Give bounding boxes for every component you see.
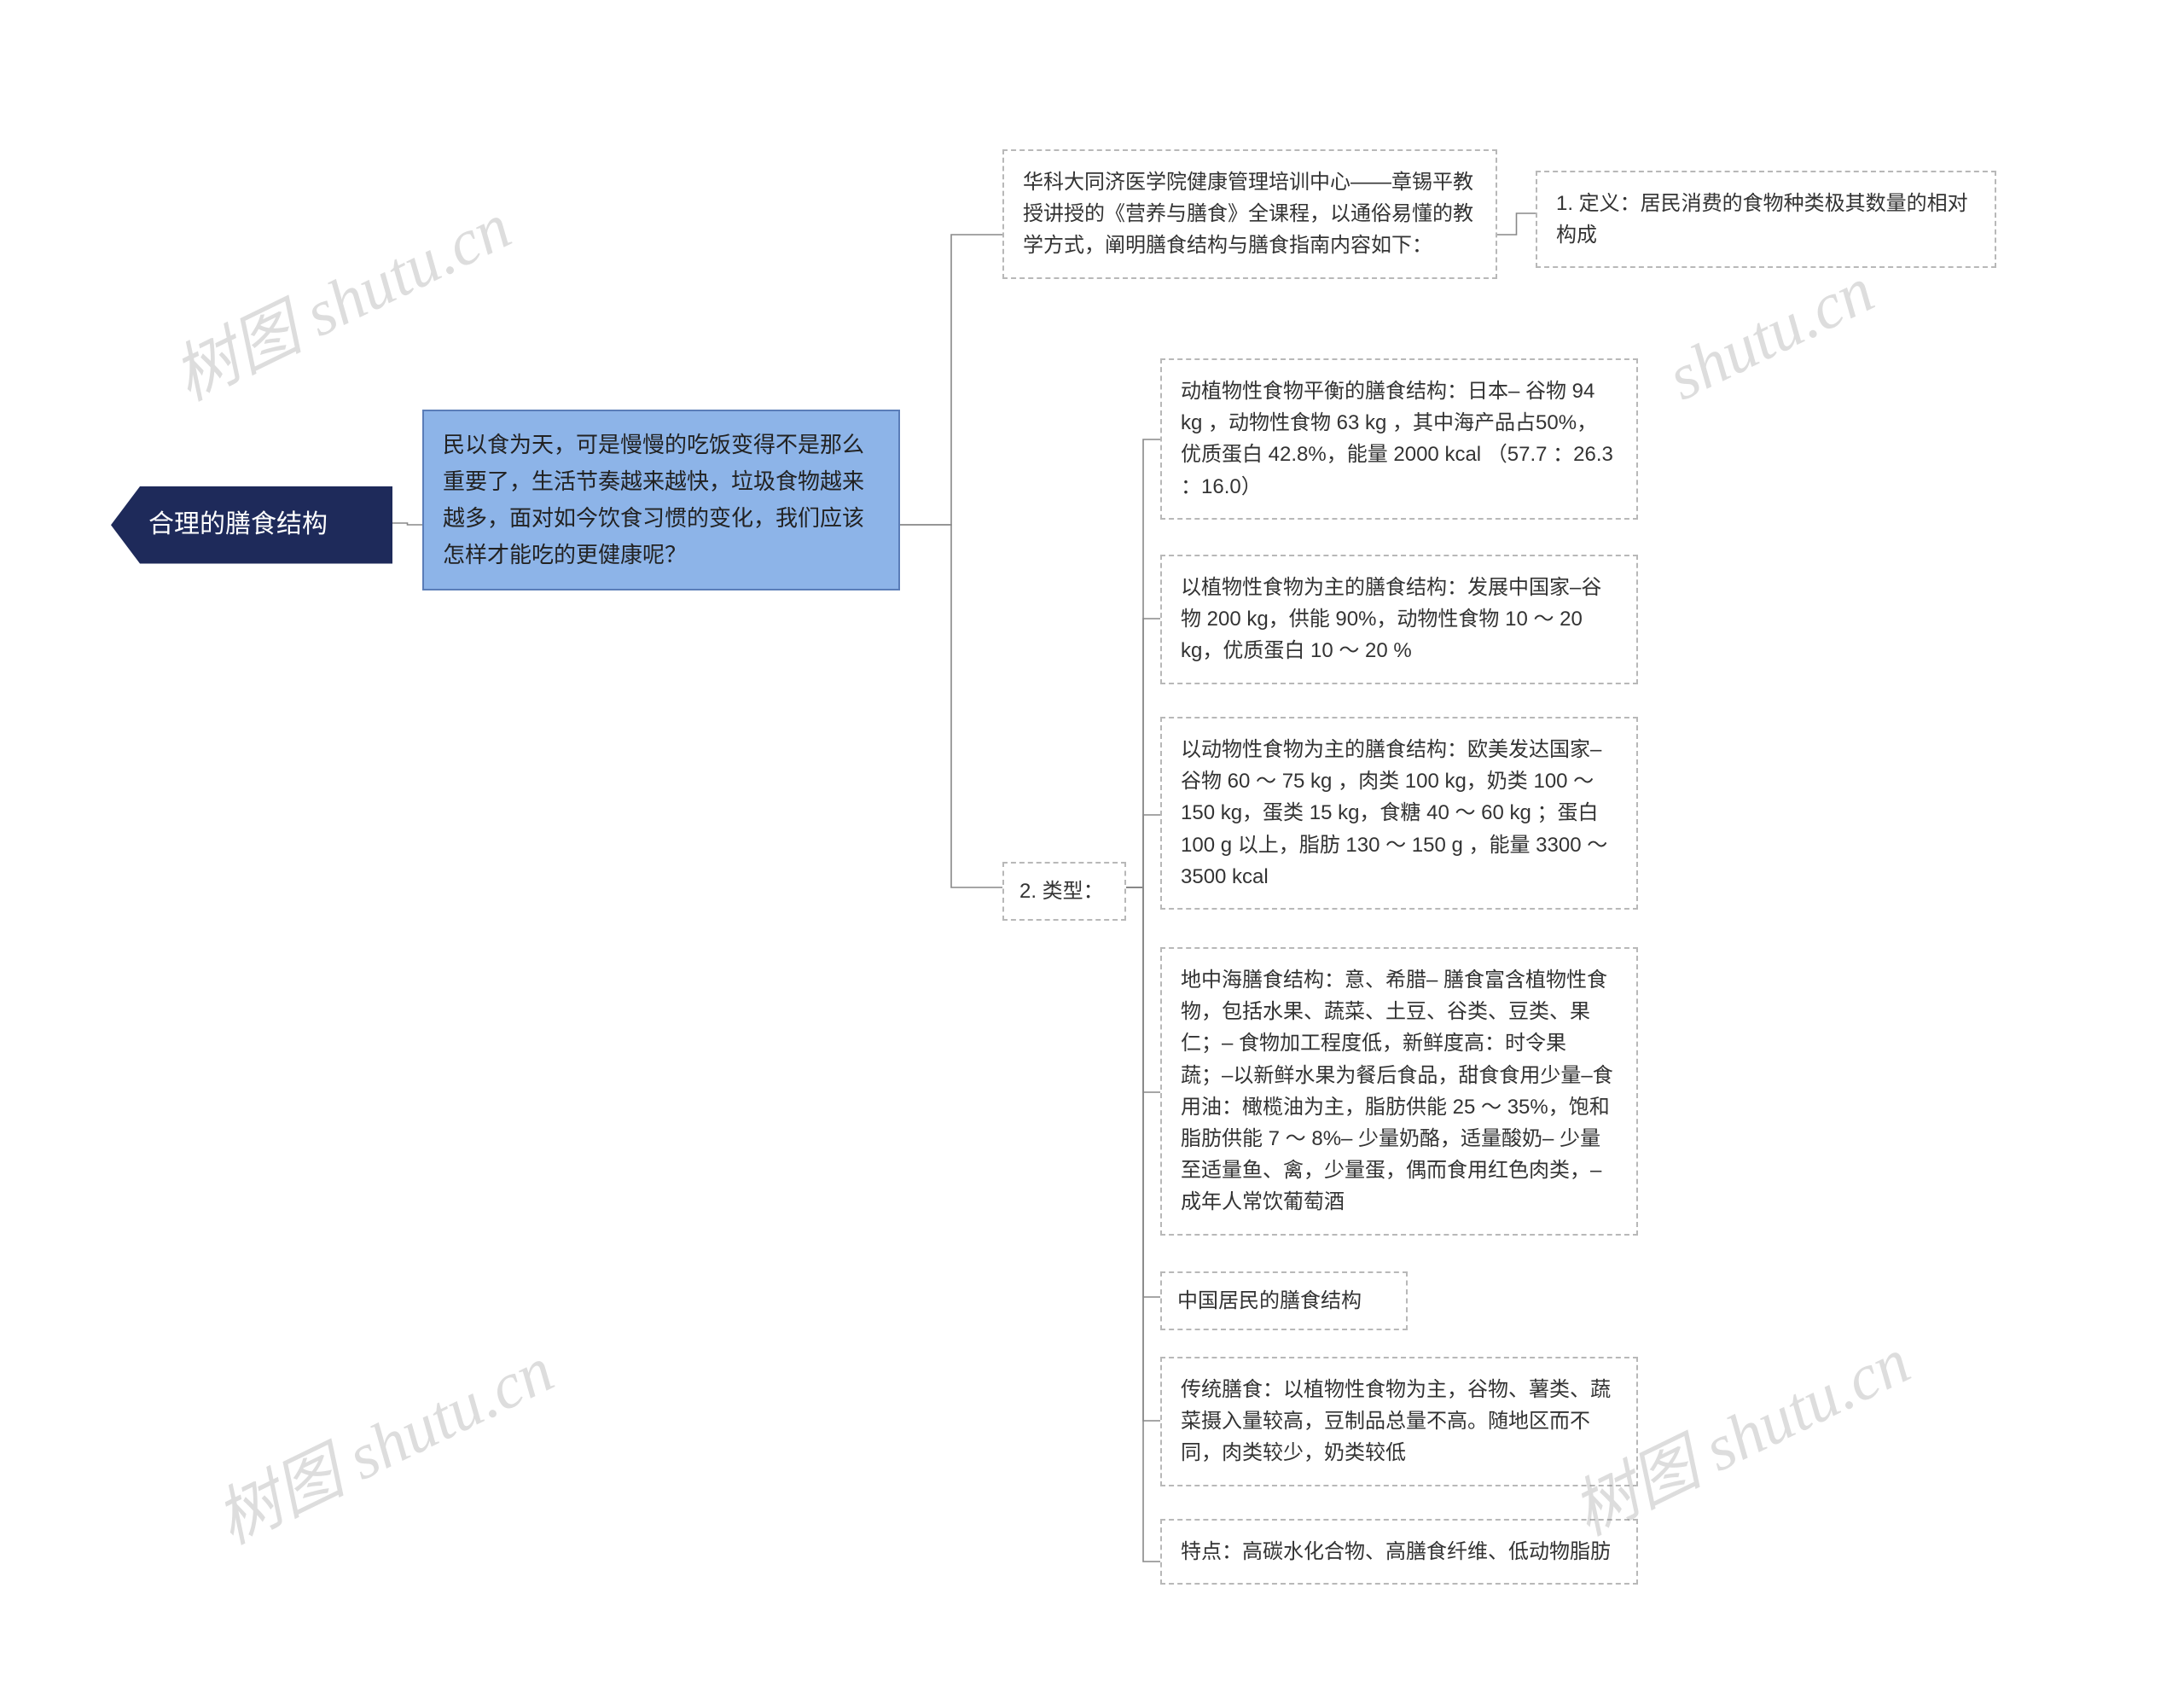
types-label-node[interactable]: 2. 类型： [1002,862,1126,921]
type-node-plant[interactable]: 以植物性食物为主的膳食结构：发展中国家–谷物 200 kg，供能 90%，动物性… [1160,555,1638,684]
type-node-feature[interactable]: 特点：高碳水化合物、高膳食纤维、低动物脂肪 [1160,1519,1638,1585]
type-node-balanced[interactable]: 动植物性食物平衡的膳食结构：日本– 谷物 94 kg ，动物性食物 63 kg … [1160,358,1638,520]
type-node-animal[interactable]: 以动物性食物为主的膳食结构：欧美发达国家– 谷物 60 ～ 75 kg ，肉类 … [1160,717,1638,910]
type-node-chinese[interactable]: 中国居民的膳食结构 [1160,1271,1408,1330]
intro-node[interactable]: 华科大同济医学院健康管理培训中心——章锡平教授讲授的《营养与膳食》全课程，以通俗… [1002,149,1497,279]
root-node[interactable]: 合理的膳食结构 [111,486,392,564]
watermark: shutu.cn [1657,253,1885,416]
definition-node[interactable]: 1. 定义：居民消费的食物种类极其数量的相对构成 [1536,171,1996,268]
watermark: 树图 shutu.cn [198,1317,566,1562]
mindmap-canvas: 合理的膳食结构 民以食为天，可是慢慢的吃饭变得不是那么重要了，生活节奏越来越快，… [0,0,2184,1681]
level1-node[interactable]: 民以食为天，可是慢慢的吃饭变得不是那么重要了，生活节奏越来越快，垃圾食物越来越多… [422,410,900,590]
watermark: 树图 shutu.cn [155,174,524,418]
type-node-mediterranean[interactable]: 地中海膳食结构：意、希腊– 膳食富含植物性食物，包括水果、蔬菜、土豆、谷类、豆类… [1160,947,1638,1236]
type-node-traditional[interactable]: 传统膳食：以植物性食物为主，谷物、薯类、蔬菜摄入量较高，豆制品总量不高。随地区而… [1160,1357,1638,1486]
